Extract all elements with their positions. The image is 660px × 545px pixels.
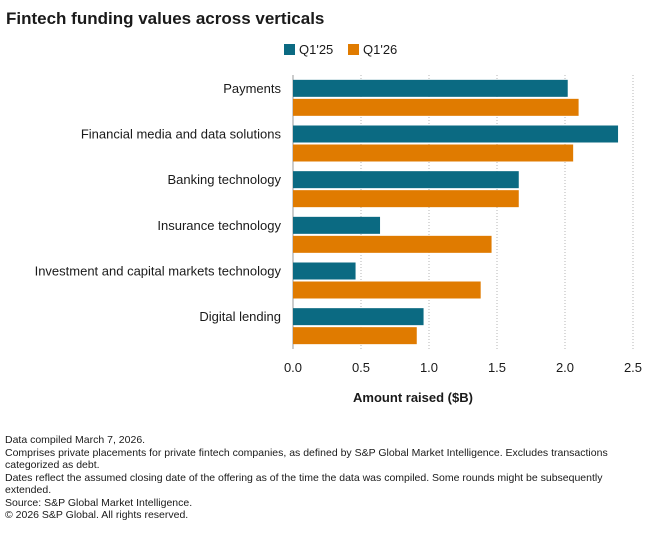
bar-q125 xyxy=(293,262,356,280)
category-label: Payments xyxy=(223,81,281,96)
legend-swatch-q126 xyxy=(348,44,359,55)
x-tick-label: 2.5 xyxy=(624,360,642,375)
bar-q126 xyxy=(293,98,579,116)
x-tick-label: 0.5 xyxy=(352,360,370,375)
x-tick-label: 2.0 xyxy=(556,360,574,375)
bar-q126 xyxy=(293,235,492,253)
bar-q126 xyxy=(293,281,481,299)
bar-q125 xyxy=(293,308,424,326)
x-tick-label: 1.0 xyxy=(420,360,438,375)
bar-q125 xyxy=(293,125,619,143)
category-label: Investment and capital markets technolog… xyxy=(35,264,282,279)
bar-q126 xyxy=(293,144,574,162)
category-label: Financial media and data solutions xyxy=(81,127,282,142)
chart-notes: Data compiled March 7, 2026. Comprises p… xyxy=(5,434,645,522)
x-tick-label: 1.5 xyxy=(488,360,506,375)
note-copyright: © 2026 S&P Global. All rights reserved. xyxy=(5,509,189,521)
bar-q126 xyxy=(293,190,519,208)
bar-chart: Payments Financial media and data solutio… xyxy=(35,42,642,405)
bar-q125 xyxy=(293,171,519,189)
x-axis-title: Amount raised ($B) xyxy=(353,390,473,405)
bar-q125 xyxy=(293,79,568,97)
legend-label-q126: Q1'26 xyxy=(363,42,397,57)
note-dates: Dates reflect the assumed closing date o… xyxy=(5,471,603,497)
chart-title: Fintech funding values across verticals xyxy=(6,9,325,28)
note-source: Source: S&P Global Market Intelligence. xyxy=(5,496,193,509)
x-tick-label: 0.0 xyxy=(284,360,302,375)
note-scope: Comprises private placements for private… xyxy=(5,446,608,472)
note-compiled: Data compiled March 7, 2026. xyxy=(5,434,146,446)
legend-label-q125: Q1'25 xyxy=(299,42,333,57)
category-label: Digital lending xyxy=(199,309,281,324)
category-label: Insurance technology xyxy=(157,218,281,233)
bar-q125 xyxy=(293,216,381,234)
bar-q126 xyxy=(293,327,417,345)
category-label: Banking technology xyxy=(168,172,282,187)
legend-swatch-q125 xyxy=(284,44,295,55)
